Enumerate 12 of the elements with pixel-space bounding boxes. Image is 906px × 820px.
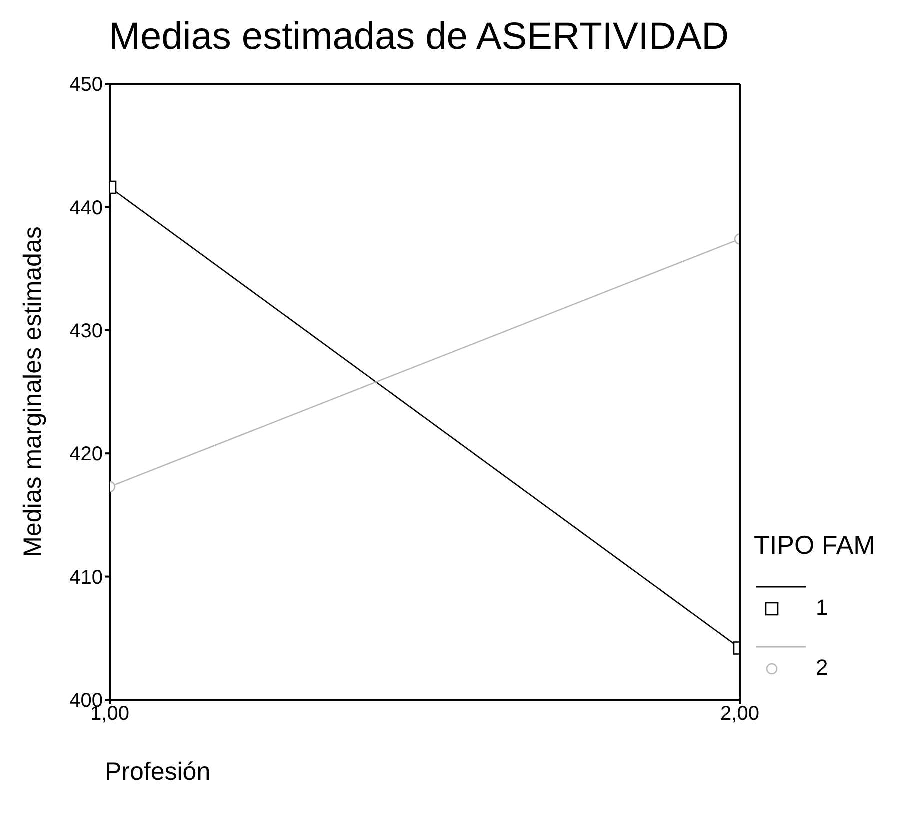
y-axis-title: Medias marginales estimadas (18, 226, 47, 558)
legend-label: 1 (816, 595, 828, 621)
legend-title: TIPO FAM (754, 530, 876, 561)
y-tick-label: 410 (70, 566, 103, 589)
y-tick-label: 450 (70, 74, 103, 96)
x-axis-title: Profesión (105, 758, 211, 787)
y-tick-label: 420 (70, 444, 103, 466)
x-tick-label: 2,00 (720, 703, 760, 726)
y-tick-label: 430 (70, 320, 103, 342)
chart-title: Medias estimadas de ASERTIVIDAD (108, 16, 730, 59)
legend-label: 2 (816, 655, 828, 681)
y-tick-label: 440 (70, 197, 103, 220)
